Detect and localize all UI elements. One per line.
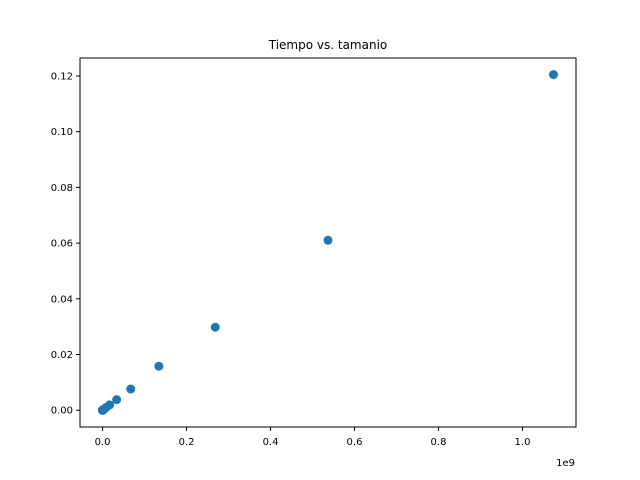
y-tick-label: 0.10 — [51, 127, 73, 138]
scatter-point — [112, 395, 122, 405]
y-tick-label: 0.12 — [51, 71, 73, 82]
x-axis: 0.0 0.2 0.4 0.6 0.8 1.0 — [95, 427, 531, 448]
scatter-point — [105, 400, 115, 410]
x-tick-label: 0.8 — [431, 437, 447, 448]
y-tick-label: 0.04 — [51, 294, 73, 305]
y-tick-label: 0.00 — [51, 406, 73, 417]
scatter-point — [126, 384, 136, 394]
x-tick-label: 0.6 — [347, 437, 363, 448]
scatter-point — [548, 70, 558, 80]
y-axis: 0.00 0.02 0.04 0.06 0.08 0.10 0.12 — [51, 71, 80, 417]
y-tick-label: 0.06 — [51, 239, 73, 250]
scatter-point — [210, 322, 220, 332]
plot-frame — [79, 57, 577, 428]
plot-area — [98, 70, 558, 415]
x-tick-label: 0.2 — [179, 437, 195, 448]
scatter-point — [154, 361, 164, 371]
chart-title: Tiempo vs. tamanio — [268, 38, 388, 52]
x-axis-offset-label: 1e9 — [556, 458, 575, 469]
x-tick-label: 0.4 — [263, 437, 279, 448]
y-tick-label: 0.08 — [51, 183, 73, 194]
scatter-point — [323, 235, 333, 245]
x-tick-label: 0.0 — [95, 437, 111, 448]
y-tick-label: 0.02 — [51, 350, 73, 361]
x-tick-label: 1.0 — [515, 437, 531, 448]
